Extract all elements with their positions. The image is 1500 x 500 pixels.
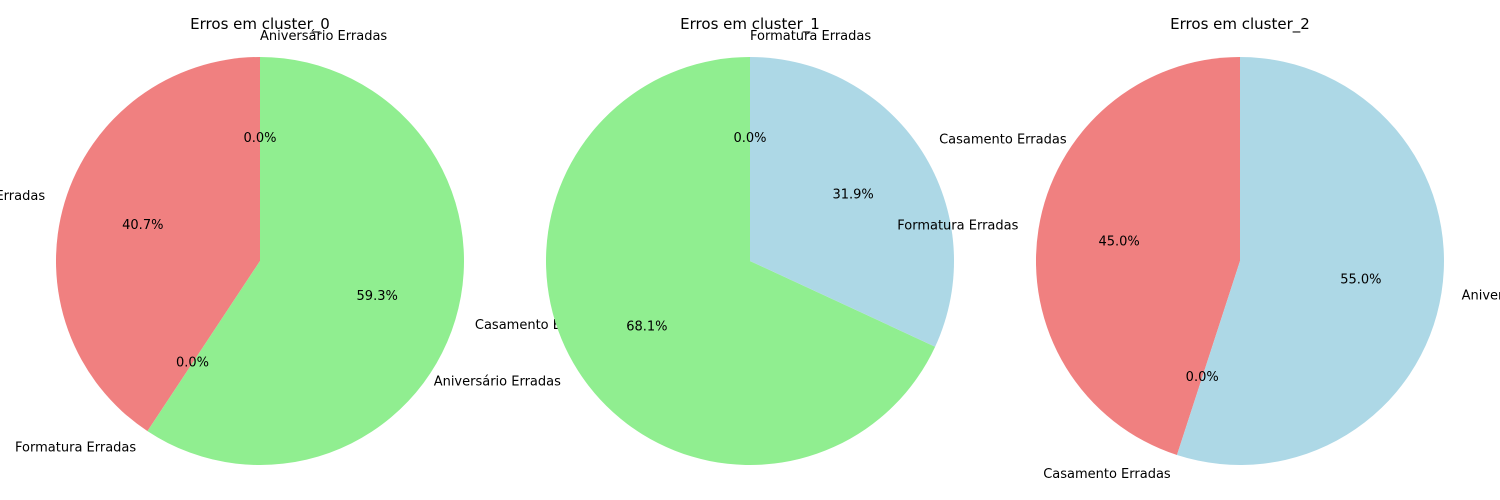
slice-label: Casamento Erradas — [1043, 467, 1171, 482]
pie-slice-casamento-erradas — [147, 57, 464, 466]
slice-percentage: 0.0% — [733, 131, 766, 146]
pie-slice-casamento-erradas — [750, 57, 955, 347]
slice-percentage: 68.1% — [626, 319, 667, 334]
slice-label: Aniversário Erradas — [434, 374, 561, 389]
slice-percentage: 0.0% — [243, 131, 276, 146]
chart-title: Erros em cluster_2 — [1170, 15, 1310, 34]
slice-label: Aniversário Erradas — [260, 29, 387, 44]
pie-slice-formatura-erradas — [1035, 57, 1240, 456]
slice-label: Aniversário Erradas — [0, 189, 45, 204]
slice-percentage: 55.0% — [1340, 273, 1381, 288]
slice-label: Formatura Erradas — [750, 29, 871, 44]
slice-label: Casamento Erradas — [939, 133, 1067, 148]
pie-chart-cluster-2: Erros em cluster_2 Formatura Erradas 45.0… — [897, 15, 1500, 482]
pie-slice-aniversario-erradas — [55, 56, 260, 432]
slice-label: Formatura Erradas — [897, 218, 1018, 233]
slice-percentage: 40.7% — [122, 218, 163, 233]
slice-percentage: 59.3% — [357, 289, 398, 304]
pie-chart-cluster-0: Erros em cluster_0 Aniversário Erradas 0.… — [0, 15, 603, 466]
slice-percentage: 0.0% — [1186, 370, 1219, 385]
slice-label: Aniversário Erradas — [1462, 289, 1500, 304]
slice-label: Formatura Erradas — [15, 441, 136, 456]
pie-slice-aniversario-erradas — [1176, 57, 1444, 465]
pie-slice-aniversario-erradas — [546, 57, 936, 465]
slice-percentage: 0.0% — [176, 356, 209, 371]
chart-title: Erros em cluster_0 — [190, 15, 330, 34]
pie-chart-cluster-1: Erros em cluster_1 Formatura Erradas 0.0%… — [434, 15, 1067, 465]
slice-percentage: 31.9% — [832, 188, 873, 203]
slice-percentage: 45.0% — [1098, 234, 1139, 249]
chart-title: Erros em cluster_1 — [680, 15, 820, 34]
